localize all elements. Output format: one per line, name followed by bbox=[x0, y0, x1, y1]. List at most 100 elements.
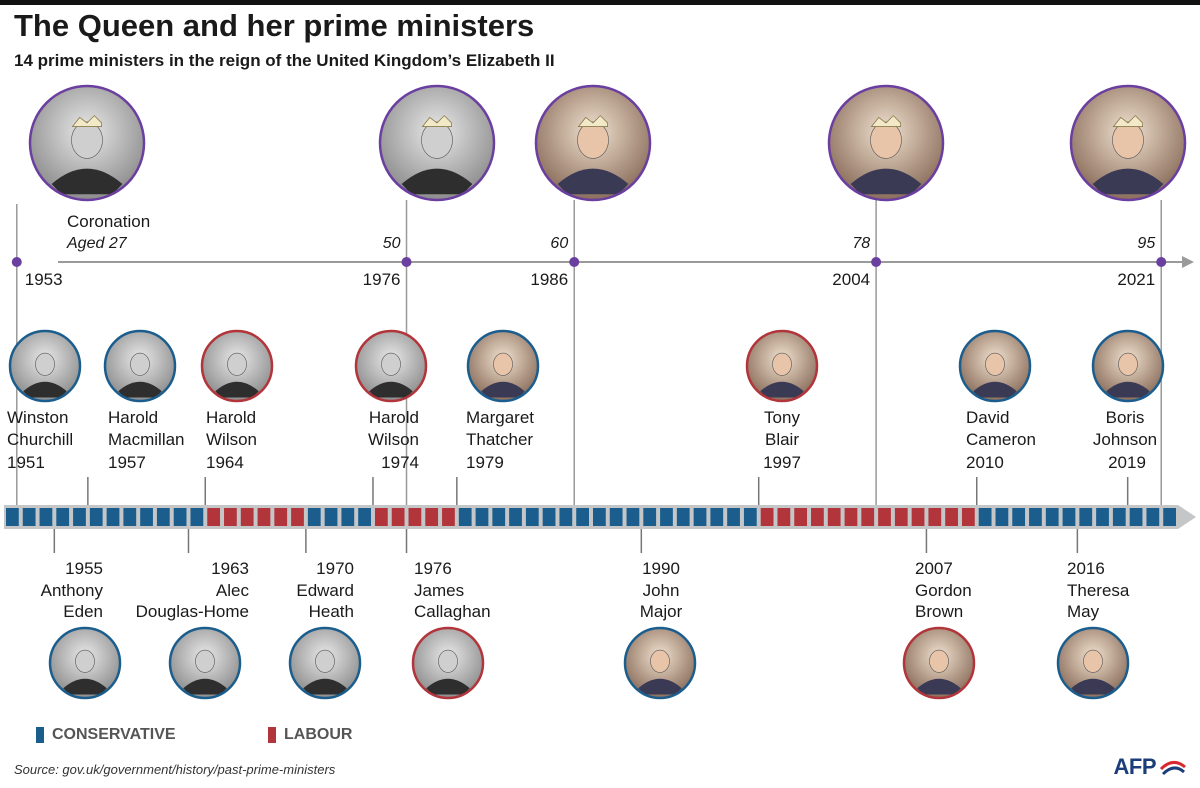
year-block-1969 bbox=[291, 508, 304, 526]
year-block-1977 bbox=[425, 508, 439, 526]
year-block-2015 bbox=[1062, 508, 1076, 526]
year-block-1974 bbox=[374, 508, 388, 526]
year-block-1992 bbox=[676, 508, 690, 526]
pm-photo-1974-shoulders bbox=[369, 381, 413, 398]
year-block-1967 bbox=[257, 508, 271, 526]
pm-year: 2010 bbox=[966, 453, 1004, 472]
pm-first-name: Harold bbox=[369, 408, 419, 427]
pm-year: 2019 bbox=[1108, 453, 1146, 472]
pm-photo-1990-shoulders bbox=[638, 678, 682, 695]
queen-photo-2021 bbox=[1069, 84, 1187, 202]
queen-photo-1976-crown bbox=[421, 115, 452, 127]
milestone-age-2021: 95 bbox=[1137, 235, 1155, 252]
coronation-label: Coronation bbox=[67, 212, 150, 231]
milestone-age-1976: 50 bbox=[383, 235, 401, 252]
year-block-2009 bbox=[961, 508, 975, 526]
pm-photo-1974 bbox=[354, 329, 428, 403]
pm-last-name: Macmillan bbox=[108, 430, 185, 449]
pm-photo-1951-shoulders bbox=[23, 381, 67, 398]
pm-last-name: Johnson bbox=[1093, 430, 1157, 449]
milestone-year-2004: 2004 bbox=[832, 270, 870, 289]
pm-last-name: Heath bbox=[309, 602, 354, 621]
year-block-2014 bbox=[1045, 508, 1059, 526]
pm-thatcher-1979: Margaret Thatcher 1979 bbox=[456, 329, 540, 505]
year-block-1993 bbox=[693, 508, 707, 526]
pm-last-name: Thatcher bbox=[466, 430, 533, 449]
pm-johnson-2019: Boris Johnson 2019 bbox=[1091, 329, 1165, 505]
pm-year: 1963 bbox=[211, 559, 249, 578]
pm-photo-1957-head bbox=[130, 352, 150, 376]
pm-churchill-1951: Winston Churchill 1951 bbox=[7, 329, 82, 472]
pm-photo-1964 bbox=[200, 329, 274, 403]
queen-photo-1986-shoulders bbox=[557, 168, 629, 195]
year-block-1997 bbox=[760, 508, 774, 526]
pm-photo-1951-ring bbox=[8, 329, 82, 403]
queen-photo-2021-shoulders bbox=[1092, 168, 1164, 195]
pm-brown-2007: 2007 Gordon Brown bbox=[902, 529, 976, 700]
pm-last-name: Major bbox=[640, 602, 683, 621]
pm-photo-1970-shoulders bbox=[303, 678, 347, 695]
pm-photo-2010 bbox=[958, 329, 1032, 403]
labour-swatch bbox=[268, 727, 276, 743]
year-block-2006 bbox=[911, 508, 925, 526]
pm-photo-1997 bbox=[745, 329, 819, 403]
afp-swirl-icon bbox=[1159, 761, 1186, 776]
chart-subtitle: 14 prime ministers in the reign of the U… bbox=[14, 51, 555, 70]
pm-wilson-1974: Harold Wilson 1974 bbox=[354, 329, 428, 505]
year-block-2010 bbox=[978, 508, 992, 526]
milestone-dot-2021 bbox=[1156, 257, 1167, 267]
pm-major-1990: 1990 John Major bbox=[623, 529, 697, 700]
year-block-1999 bbox=[794, 508, 808, 526]
pm-photo-1957-shoulders bbox=[118, 381, 162, 398]
pm-last-name: Douglas-Home bbox=[136, 602, 249, 621]
pm-year: 1951 bbox=[7, 453, 45, 472]
year-block-2008 bbox=[945, 508, 958, 526]
source-note: Source: gov.uk/government/history/past-p… bbox=[14, 762, 336, 777]
pm-last-name: Callaghan bbox=[414, 602, 491, 621]
pm-photo-1990-ring bbox=[623, 626, 697, 700]
year-block-1968 bbox=[274, 508, 288, 526]
queen-photo-1953-ring bbox=[28, 84, 146, 202]
pm-photo-2010-shoulders bbox=[973, 381, 1017, 398]
milestone-year-1976: 1976 bbox=[363, 270, 401, 289]
queen-photo-1953 bbox=[28, 84, 146, 202]
pm-first-name: Winston bbox=[7, 408, 68, 427]
pm-photo-1974-head bbox=[381, 352, 401, 376]
queen-photo-1953-crown bbox=[71, 115, 102, 127]
queen-photo-2004-shoulders bbox=[850, 168, 922, 195]
queen-milestone-2021: 2021 95 bbox=[1069, 84, 1187, 289]
year-block-1959 bbox=[123, 508, 137, 526]
year-block-1957 bbox=[89, 508, 103, 526]
year-block-1962 bbox=[173, 508, 187, 526]
year-block-2011 bbox=[995, 508, 1009, 526]
pm-photo-2010-head bbox=[985, 352, 1005, 376]
year-block-1972 bbox=[341, 508, 355, 526]
queen-milestone-2004: 2004 78 bbox=[827, 84, 945, 289]
year-block-2017 bbox=[1096, 508, 1109, 526]
pm-blair-1997: Tony Blair 1997 bbox=[745, 329, 819, 505]
pm-photo-2007-ring bbox=[902, 626, 976, 700]
pm-wilson-1964: Harold Wilson 1964 bbox=[200, 329, 274, 505]
year-block-1960 bbox=[140, 508, 153, 526]
pm-photo-1955 bbox=[48, 626, 122, 700]
pm-photo-1976-ring bbox=[411, 626, 485, 700]
pm-year: 1964 bbox=[206, 453, 244, 472]
pm-year: 1955 bbox=[65, 559, 103, 578]
year-block-1990 bbox=[643, 508, 657, 526]
pm-first-name: Theresa bbox=[1067, 581, 1130, 600]
pm-first-name: Margaret bbox=[466, 408, 534, 427]
pm-photo-1979-head bbox=[493, 352, 513, 376]
year-block-1970 bbox=[307, 508, 321, 526]
pm-photo-1963-ring bbox=[168, 626, 242, 700]
pm-eden-1955: 1955 Anthony Eden bbox=[41, 529, 122, 700]
pm-photo-1963 bbox=[168, 626, 242, 700]
pm-photo-1955-head bbox=[75, 649, 95, 673]
year-block-1980 bbox=[475, 508, 489, 526]
pm-photo-1976 bbox=[411, 626, 485, 700]
year-block-1976 bbox=[408, 508, 422, 526]
year-block-2002 bbox=[844, 508, 858, 526]
pm-photo-2016 bbox=[1056, 626, 1130, 700]
pm-photo-1957-ring bbox=[103, 329, 177, 403]
queen-photo-2004-ring bbox=[827, 84, 945, 202]
queen-photo-1986 bbox=[534, 84, 652, 202]
